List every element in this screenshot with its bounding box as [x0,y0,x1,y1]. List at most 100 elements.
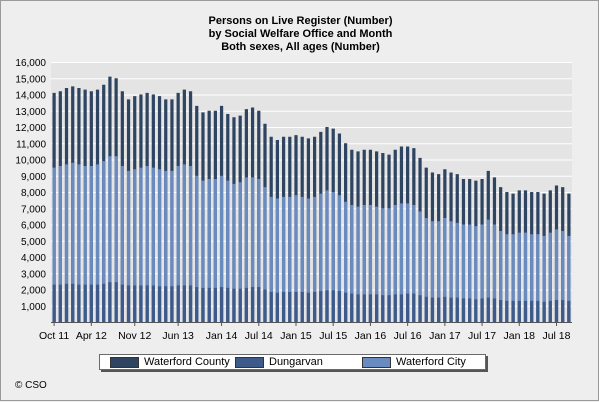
bar-dungarvan [356,294,360,323]
bar-dungarvan [300,291,304,322]
bar-dungarvan [505,300,509,323]
bar-dungarvan [306,292,311,322]
bar-dungarvan [331,290,335,322]
bar-dungarvan [133,285,137,322]
bar-dungarvan [461,298,466,322]
bar-dungarvan [95,284,100,323]
bar-dungarvan [337,291,342,323]
y-tick-label: 12,000 [15,123,46,134]
bar-waterford-city [294,195,298,322]
legend-label-dungarvan: Dungarvan [269,356,323,368]
bar-dungarvan [151,285,155,322]
legend-label-waterford-city: Waterford City [396,356,466,368]
legend-swatch-waterford-county [110,357,139,368]
y-tick-label: 3,000 [21,269,46,280]
bar-dungarvan [319,291,323,323]
x-tick-label: Jan 18 [504,330,536,342]
bar-dungarvan [257,287,261,322]
bar-waterford-city [89,166,93,322]
legend-swatch-dungarvan [235,357,264,368]
bar-dungarvan [554,300,559,322]
bar-dungarvan [238,288,242,322]
bar-waterford-city [263,187,267,323]
y-tick-label: 11,000 [16,139,46,150]
bar-dungarvan [213,287,217,323]
bar-waterford-city [430,221,435,322]
x-tick-label: Apr 12 [76,330,107,342]
bar-waterford-city [64,164,69,323]
bar-waterford-city [554,229,559,323]
y-tick-label: 13,000 [15,107,46,118]
bar-waterford-city [58,166,62,322]
x-tick-label: Jul 18 [542,330,570,342]
copyright-credit: © CSO [15,380,47,391]
x-tick-label: Jun 13 [162,330,194,342]
bar-dungarvan [468,298,472,322]
chart-title-line-3: Both sexes, All ages (Number) [221,41,380,53]
bar-waterford-city [52,167,56,323]
bar-waterford-city [114,156,118,322]
bar-dungarvan [232,288,236,322]
bar-waterford-city [406,203,410,323]
bar-dungarvan [294,291,298,322]
y-tick-label: 5,000 [21,237,46,248]
y-tick-label: 9,000 [21,172,46,183]
bar-waterford-city [126,170,131,323]
bar-waterford-city [139,167,143,323]
bar-waterford-city [219,175,224,322]
bar-dungarvan [275,292,279,322]
bar-dungarvan [263,289,267,322]
x-tick-label: Jan 17 [429,330,461,342]
bar-waterford-city [207,179,211,322]
bar-waterford-city [250,177,255,323]
bar-waterford-city [437,221,441,322]
bar-waterford-city [120,166,124,322]
bar-dungarvan [437,297,441,323]
bar-dungarvan [381,295,385,322]
chart-legend: Waterford County Dungarvan Waterford Cit… [99,354,486,370]
bar-dungarvan [325,290,329,322]
bar-waterford-city [356,206,360,323]
bar-dungarvan [244,287,248,323]
bar-dungarvan [250,287,255,322]
x-tick-label: Oct 11 [39,330,69,342]
chart-title-line-2: by Social Welfare Office and Month [208,28,393,40]
y-tick-label: 1,000 [21,302,46,313]
bar-waterford-city [195,175,199,322]
x-tick-label: Jan 15 [280,330,312,342]
legend-label-waterford-county: Waterford County [144,356,230,368]
bar-dungarvan [542,301,546,322]
bar-waterford-city [232,183,236,323]
bar-dungarvan [108,282,112,322]
bar-waterford-city [480,224,484,322]
bar-dungarvan [77,284,81,323]
bar-waterford-city [381,208,385,322]
bar-dungarvan [281,291,286,322]
bar-waterford-city [399,203,404,323]
bar-waterford-city [455,222,459,323]
bar-waterford-city [288,196,292,323]
bar-dungarvan [64,283,69,322]
bar-dungarvan [387,295,391,322]
bar-waterford-city [244,177,248,323]
bar-waterford-city [418,211,422,322]
bar-waterford-city [548,232,552,323]
bar-waterford-city [145,166,149,322]
bar-dungarvan [120,284,124,323]
bar-waterford-city [499,231,503,322]
bar-dungarvan [511,300,515,323]
y-tick-label: 15,000 [15,74,46,85]
bar-dungarvan [368,294,373,323]
bar-waterford-city [331,192,335,322]
bar-waterford-city [505,234,509,322]
bar-dungarvan [523,300,528,323]
bar-waterford-city [108,156,112,322]
bar-dungarvan [219,287,224,322]
bar-waterford-city [362,205,366,322]
bar-dungarvan [443,296,447,322]
bar-dungarvan [449,297,453,323]
bar-dungarvan [406,293,410,322]
bar-waterford-city [511,234,515,322]
bar-waterford-city [449,221,453,322]
bar-waterford-city [77,164,81,323]
